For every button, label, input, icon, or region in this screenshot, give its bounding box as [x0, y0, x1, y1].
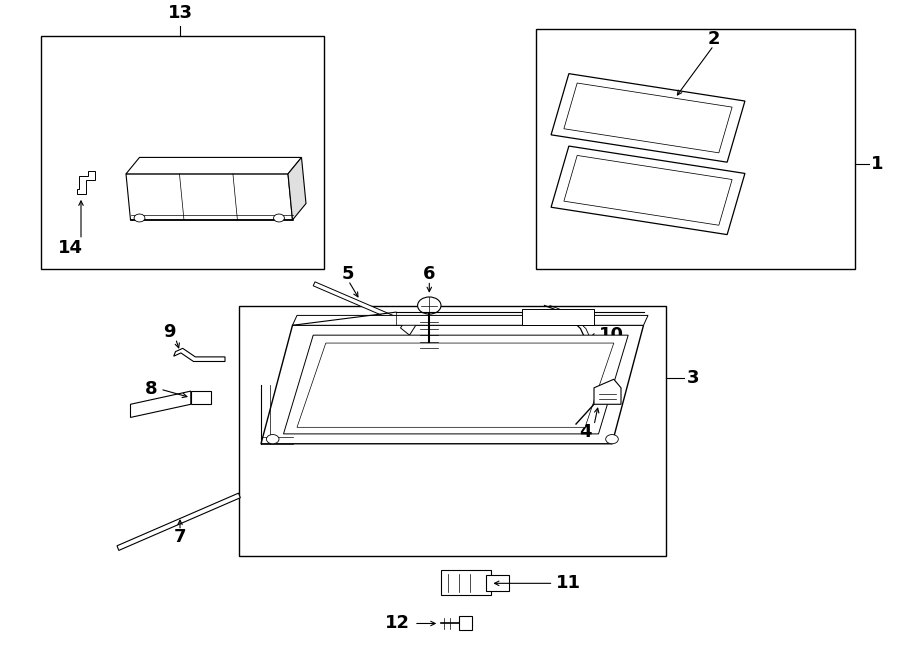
Bar: [536, 29, 855, 269]
Circle shape: [606, 434, 618, 444]
Polygon shape: [292, 315, 648, 325]
Text: 1: 1: [871, 155, 884, 173]
Bar: [40, 36, 324, 269]
Polygon shape: [288, 157, 306, 220]
Text: 7: 7: [174, 528, 186, 546]
Polygon shape: [174, 348, 225, 362]
Text: 11: 11: [556, 574, 581, 592]
Text: 14: 14: [58, 239, 83, 256]
Polygon shape: [564, 155, 732, 225]
Polygon shape: [297, 343, 614, 427]
Polygon shape: [126, 157, 302, 174]
Polygon shape: [594, 379, 621, 405]
Polygon shape: [130, 391, 191, 418]
Polygon shape: [522, 309, 594, 325]
Polygon shape: [117, 493, 240, 551]
Polygon shape: [284, 335, 628, 434]
Polygon shape: [126, 174, 292, 220]
Bar: [486, 575, 508, 591]
Circle shape: [274, 214, 284, 222]
Polygon shape: [564, 83, 732, 153]
Polygon shape: [400, 319, 416, 335]
Circle shape: [418, 297, 441, 314]
Text: 12: 12: [384, 615, 410, 633]
Text: 5: 5: [342, 265, 355, 283]
Text: 2: 2: [707, 30, 720, 48]
Bar: [459, 615, 472, 630]
Polygon shape: [551, 73, 745, 162]
Text: 6: 6: [423, 265, 436, 283]
Text: 10: 10: [598, 326, 624, 344]
Polygon shape: [261, 325, 644, 444]
Text: 3: 3: [687, 369, 699, 387]
Bar: [191, 391, 211, 405]
Polygon shape: [313, 282, 407, 325]
Circle shape: [134, 214, 145, 222]
Polygon shape: [76, 171, 94, 194]
Text: 8: 8: [145, 380, 158, 398]
Bar: [238, 305, 666, 556]
Text: 13: 13: [167, 5, 193, 22]
Text: 4: 4: [579, 423, 591, 441]
Bar: [441, 570, 491, 595]
Polygon shape: [551, 146, 745, 235]
Circle shape: [266, 434, 279, 444]
Text: 9: 9: [163, 323, 176, 341]
